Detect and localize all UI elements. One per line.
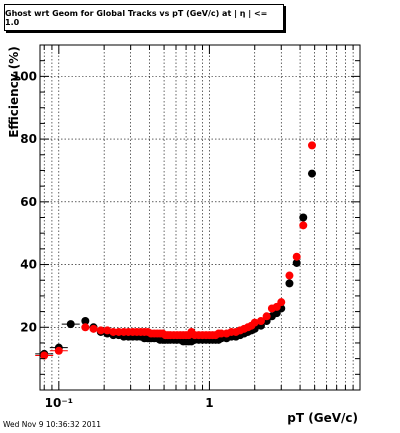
data-point bbox=[250, 318, 259, 327]
y-tick-label: 100 bbox=[12, 69, 37, 83]
data-point bbox=[81, 317, 90, 325]
y-axis-label: Efficiency (%) bbox=[7, 46, 21, 138]
data-point bbox=[299, 221, 308, 230]
chart-title-box: Ghost wrt Geom for Global Tracks vs pT (… bbox=[4, 4, 284, 31]
y-tick-label: 20 bbox=[20, 320, 37, 334]
x-tick-label: 1 bbox=[205, 396, 213, 410]
data-point bbox=[277, 298, 286, 307]
data-point bbox=[40, 351, 49, 360]
data-point bbox=[285, 279, 294, 288]
data-point bbox=[262, 312, 271, 321]
axes: 20 40 60 80 100 10⁻¹ 1 bbox=[12, 44, 361, 410]
timestamp: Wed Nov 9 10:36:32 2011 bbox=[3, 420, 102, 429]
data-point bbox=[66, 320, 75, 329]
y-tick-label: 80 bbox=[20, 132, 37, 146]
data-point bbox=[299, 213, 308, 222]
data-point bbox=[307, 141, 316, 150]
data-point bbox=[54, 346, 63, 355]
data-point bbox=[256, 317, 265, 325]
series-layer bbox=[35, 141, 316, 360]
data-point bbox=[285, 271, 294, 280]
data-point bbox=[81, 323, 90, 332]
chart-title: Ghost wrt Geom for Global Tracks vs pT (… bbox=[5, 8, 268, 27]
x-tick-label: 10⁻¹ bbox=[45, 396, 73, 410]
x-axis-label: pT (GeV/c) bbox=[287, 411, 358, 425]
y-tick-label: 60 bbox=[20, 195, 37, 209]
data-point bbox=[292, 252, 301, 261]
data-point bbox=[89, 324, 98, 333]
data-point bbox=[307, 169, 316, 178]
y-tick-label: 40 bbox=[20, 258, 37, 272]
data-point bbox=[96, 326, 105, 335]
data-point bbox=[292, 258, 301, 267]
